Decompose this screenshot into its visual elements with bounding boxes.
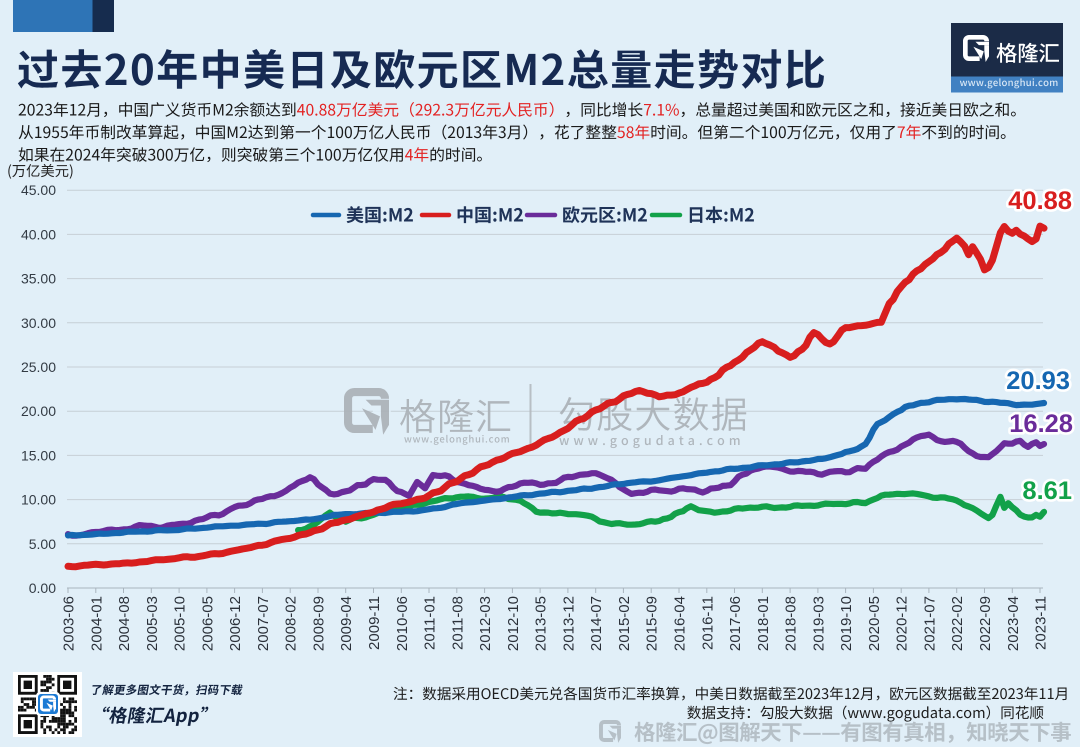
svg-text:2013-12: 2013-12: [560, 596, 577, 651]
svg-text:2006-05: 2006-05: [199, 596, 216, 651]
svg-text:30.00: 30.00: [21, 315, 56, 331]
svg-text:2005-10: 2005-10: [172, 596, 189, 651]
svg-text:2012-10: 2012-10: [505, 596, 522, 651]
svg-text:20.00: 20.00: [21, 403, 56, 419]
svg-text:2006-12: 2006-12: [227, 596, 244, 651]
svg-text:2008-09: 2008-09: [311, 596, 328, 651]
svg-text:2015-09: 2015-09: [644, 596, 661, 651]
svg-text:2010-06: 2010-06: [394, 596, 411, 651]
svg-text:2022-02: 2022-02: [949, 596, 966, 651]
svg-text:2011-08: 2011-08: [449, 596, 466, 650]
svg-text:2015-02: 2015-02: [616, 596, 633, 651]
svg-text:2009-11: 2009-11: [366, 596, 383, 650]
svg-text:2022-09: 2022-09: [977, 596, 994, 651]
svg-text:45.00: 45.00: [21, 182, 56, 198]
svg-text:25.00: 25.00: [21, 359, 56, 375]
svg-text:2003-06: 2003-06: [61, 596, 78, 651]
svg-text:2008-02: 2008-02: [283, 596, 300, 651]
svg-text:2011-01: 2011-01: [422, 596, 439, 650]
svg-text:35.00: 35.00: [21, 271, 56, 287]
svg-text:10.00: 10.00: [21, 492, 56, 508]
svg-text:0.00: 0.00: [29, 580, 56, 596]
svg-text:2023-04: 2023-04: [1005, 596, 1022, 651]
svg-text:2007-07: 2007-07: [255, 596, 272, 651]
svg-text:2004-08: 2004-08: [116, 596, 133, 651]
svg-text:2012-03: 2012-03: [477, 596, 494, 651]
svg-text:2005-03: 2005-03: [144, 596, 161, 651]
svg-text:2013-05: 2013-05: [533, 596, 550, 651]
svg-text:15.00: 15.00: [21, 447, 56, 463]
svg-text:2021-07: 2021-07: [921, 596, 938, 651]
svg-text:2020-05: 2020-05: [866, 596, 883, 651]
svg-text:2016-04: 2016-04: [672, 596, 689, 651]
svg-text:2014-07: 2014-07: [588, 596, 605, 651]
svg-text:2009-04: 2009-04: [338, 596, 355, 651]
svg-text:2023-11: 2023-11: [1033, 596, 1050, 650]
svg-text:40.00: 40.00: [21, 226, 56, 242]
svg-text:2004-01: 2004-01: [88, 596, 105, 651]
svg-text:2017-06: 2017-06: [727, 596, 744, 651]
svg-text:2018-01: 2018-01: [755, 596, 772, 651]
svg-text:2016-11: 2016-11: [699, 596, 716, 650]
svg-text:5.00: 5.00: [29, 536, 56, 552]
svg-text:2020-12: 2020-12: [894, 596, 911, 651]
svg-text:2018-08: 2018-08: [783, 596, 800, 651]
svg-text:2019-03: 2019-03: [810, 596, 827, 651]
svg-text:2019-10: 2019-10: [838, 596, 855, 651]
